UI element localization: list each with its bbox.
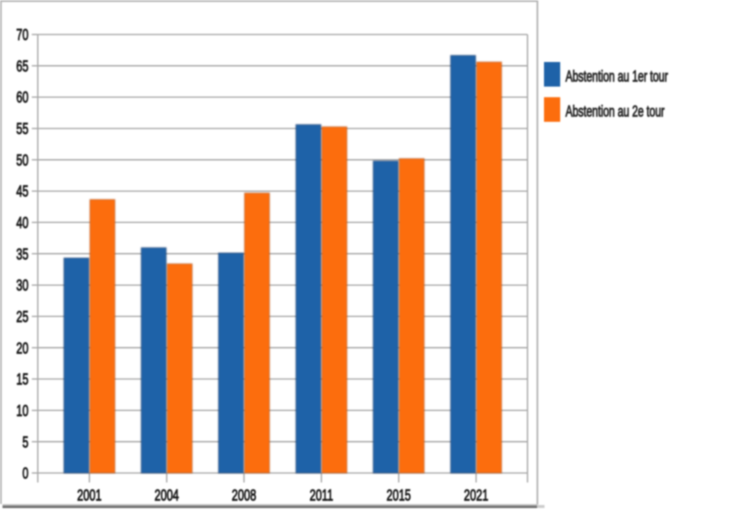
- svg-text:25: 25: [16, 308, 29, 325]
- svg-text:35: 35: [16, 245, 29, 262]
- svg-text:40: 40: [16, 214, 29, 231]
- svg-text:2008: 2008: [232, 486, 257, 503]
- svg-text:65: 65: [16, 57, 29, 74]
- svg-text:30: 30: [16, 277, 29, 294]
- svg-text:10: 10: [16, 402, 29, 419]
- svg-text:50: 50: [16, 151, 29, 168]
- svg-text:2015: 2015: [386, 486, 411, 503]
- svg-text:5: 5: [22, 433, 28, 450]
- svg-text:0: 0: [22, 465, 28, 482]
- svg-text:70: 70: [16, 26, 29, 43]
- svg-text:Abstention au 1er tour: Abstention au 1er tour: [566, 67, 669, 85]
- svg-text:60: 60: [16, 89, 29, 106]
- svg-text:2021: 2021: [464, 486, 488, 503]
- svg-text:20: 20: [16, 339, 29, 356]
- svg-text:Abstention au 2e tour: Abstention au 2e tour: [566, 102, 665, 120]
- svg-text:2001: 2001: [77, 486, 101, 503]
- svg-text:2004: 2004: [154, 486, 179, 503]
- svg-text:45: 45: [16, 183, 29, 200]
- svg-text:15: 15: [16, 371, 29, 388]
- svg-text:55: 55: [16, 120, 29, 137]
- svg-text:2011: 2011: [310, 486, 334, 503]
